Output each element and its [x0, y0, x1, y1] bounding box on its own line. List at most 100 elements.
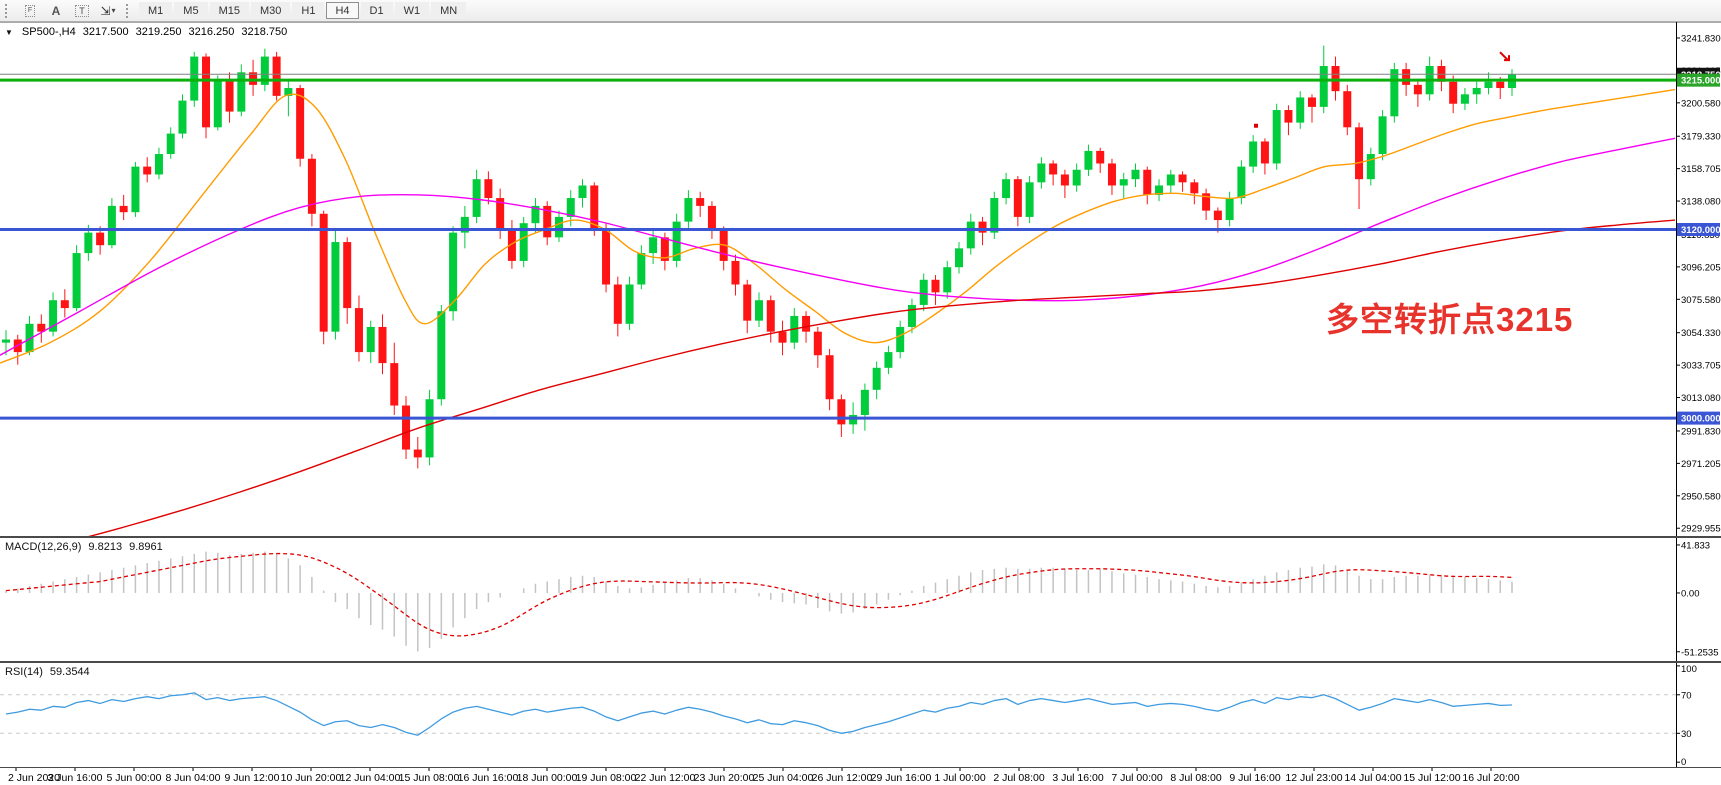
candle-body [813, 331, 822, 356]
candle-body [1072, 169, 1081, 186]
candle-body [25, 323, 34, 353]
macd-histogram [5, 551, 1513, 652]
macd-signal-line [5, 552, 1513, 637]
timeframe-d1[interactable]: D1 [360, 2, 393, 19]
y-axis-label: 41.833 [1681, 540, 1710, 551]
y-axis-label: 3013.080 [1681, 393, 1721, 404]
x-axis-label: 19 Jun 08:00 [576, 772, 637, 784]
candle-body [554, 216, 563, 238]
rsi-indicator-pane[interactable]: 100 70 30 0 [0, 663, 1721, 767]
crosshair-grid-tool-button[interactable]: F [19, 2, 41, 20]
candle-body [1331, 66, 1340, 92]
toolbar-drag-handle[interactable] [5, 3, 10, 18]
toolbar-drag-handle[interactable] [126, 3, 131, 18]
candles-layer [2, 45, 1516, 469]
timeframe-w1[interactable]: W1 [394, 2, 430, 19]
price-badge [1677, 73, 1720, 87]
text-label-icon: A [51, 3, 61, 18]
candle-body [919, 279, 928, 305]
chart-text-annotation[interactable]: 多空转折点3215 [1326, 301, 1574, 338]
x-axis-label: 1 Jul 00:00 [934, 772, 986, 784]
crosshair-grid-icon: F [24, 4, 36, 17]
pane-separator[interactable] [0, 661, 1721, 663]
ohlc-close: 3218.750 [241, 26, 288, 38]
candle-body [1449, 81, 1458, 104]
x-axis-label: 22 Jun 12:00 [635, 772, 696, 784]
candle-body [837, 399, 846, 425]
timeframe-m1[interactable]: M1 [139, 2, 173, 19]
pane-separator [0, 767, 1721, 768]
candle-body [931, 279, 940, 293]
arrow-objects-tool-button[interactable]: ⇲ ▾ [97, 2, 119, 20]
candle-body [943, 267, 952, 293]
main-chart-pane[interactable]: 3241.8303221.2053200.5803179.3303158.705… [0, 22, 1721, 536]
candle-body [907, 304, 916, 327]
candle-body [354, 308, 363, 353]
y-axis-label: 100 [1681, 664, 1697, 675]
candle-body [1237, 166, 1246, 199]
candle-body [460, 216, 469, 233]
time-axis[interactable]: 2 Jun 20203 Jun 16:00 5 Jun 00:00 8 Jun 04… [0, 768, 1721, 785]
dot-marker [1254, 123, 1258, 128]
candle-body [849, 414, 858, 425]
candle-body [178, 100, 187, 134]
candle-body [96, 232, 105, 246]
macd-value-main: 9.8213 [88, 541, 123, 553]
candle-body [202, 56, 211, 128]
candle-body [978, 221, 987, 233]
candle-body [413, 449, 422, 458]
x-axis-label: 15 Jun 08:00 [399, 772, 460, 784]
y-axis-label: 3033.705 [1681, 361, 1721, 372]
chevron-down-icon[interactable]: ▾ [111, 6, 116, 15]
sell-arrow-marker [1499, 51, 1510, 62]
candle-body [307, 158, 316, 214]
candle-body [1402, 69, 1411, 85]
pane-separator[interactable] [0, 536, 1721, 538]
timeframe-mn[interactable]: MN [431, 2, 467, 19]
time-scale[interactable] [0, 768, 1721, 785]
candle-body [1249, 141, 1258, 167]
chart-title: ▼ SP500-,H4 3217.500 3219.250 3216.250 3… [5, 26, 287, 38]
candle-body [260, 56, 269, 85]
y-axis-label: 0.00 [1681, 588, 1700, 599]
candle-body [507, 229, 516, 261]
timeframe-m5[interactable]: M5 [174, 2, 208, 19]
collapse-panel-icon[interactable]: ▼ [5, 27, 13, 37]
text-label-tool-button[interactable]: A [45, 2, 67, 20]
candle-body [1213, 210, 1222, 221]
price-badge [1677, 222, 1720, 236]
timeframe-h1[interactable]: H1 [292, 2, 325, 19]
x-axis-label: 8 Jun 04:00 [166, 772, 221, 784]
candle-body [955, 248, 964, 268]
candle-body [1096, 150, 1105, 164]
price-scale[interactable] [1677, 22, 1721, 536]
candle-body [1013, 179, 1022, 217]
candle-body [1143, 169, 1152, 195]
candle-body [37, 323, 46, 332]
candle-body [1296, 97, 1305, 123]
timeframe-m15[interactable]: M15 [209, 2, 249, 19]
x-axis-label: 3 Jun 16:00 [48, 772, 103, 784]
y-axis-label: -51.2535 [1681, 647, 1719, 658]
ma-fast [0, 88, 1676, 364]
candle-body [872, 367, 881, 390]
timeframe-h4[interactable]: H4 [326, 2, 359, 19]
timeframe-m30[interactable]: M30 [250, 2, 291, 19]
candle-body [154, 154, 163, 175]
candle-body [1413, 84, 1422, 95]
price-badge [1677, 411, 1720, 425]
candle-body [1284, 110, 1293, 123]
candle-body [496, 198, 505, 230]
candle-body [190, 56, 199, 101]
x-axis-label: 5 Jun 00:00 [107, 772, 162, 784]
ma-medium [0, 137, 1676, 356]
text-box-tool-button[interactable]: T [71, 2, 93, 20]
candle-body [1319, 66, 1328, 107]
candle-body [213, 80, 222, 128]
candle-body [1472, 88, 1481, 95]
macd-indicator-pane[interactable]: 41.833 0.00 -51.2535 [0, 538, 1721, 661]
candle-body [519, 223, 528, 261]
y-axis-label: 2991.830 [1681, 426, 1721, 437]
candle-body [1002, 179, 1011, 199]
candle-body [590, 185, 599, 230]
